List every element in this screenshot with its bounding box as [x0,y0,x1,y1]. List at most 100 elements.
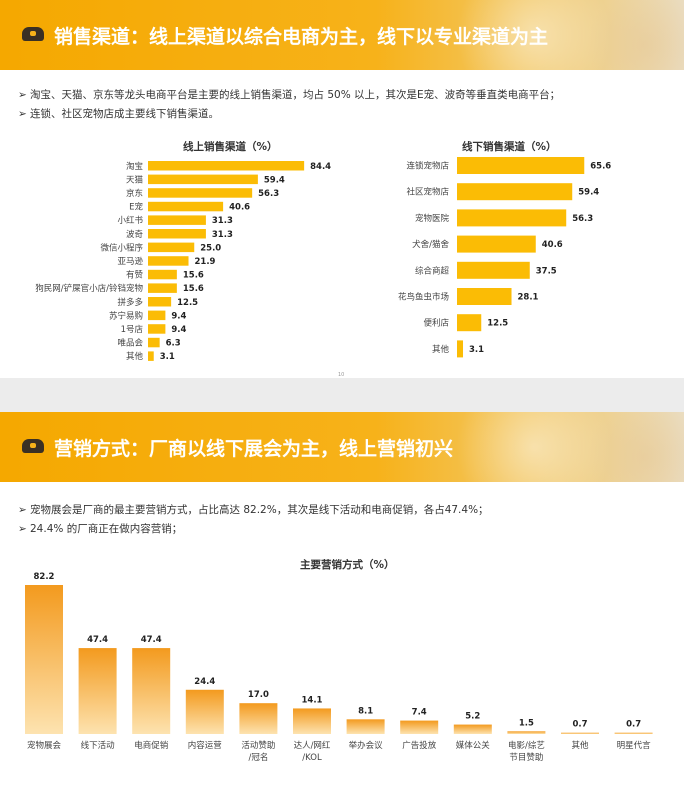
category-label: 活动赞助/冠名 [241,740,275,763]
value-label: 0.7 [572,720,587,730]
category-label: 连锁宠物店 [406,161,449,172]
category-label: 淘宝 [126,161,143,172]
value-label: 17.0 [248,690,269,700]
bar [148,324,166,334]
value-label: 47.4 [141,635,162,645]
bullet-item: ➢ 24.4% 的厂商正在做内容营销； [18,520,489,539]
value-label: 59.4 [578,188,599,198]
bullet-item: ➢ 宠物展会是厂商的最主要营销方式，占比高达 82.2%，其次是线下活动和电商促销… [18,501,489,520]
category-label: 狗民网/铲屎官小店/铃铛宠物 [35,283,143,294]
category-label: 内容运营 [188,740,222,751]
value-label: 84.4 [310,162,331,172]
arrow-icon: ➢ [18,89,27,101]
bar [239,703,278,734]
value-label: 28.1 [518,293,539,303]
bar [457,288,512,305]
value-label: 1.5 [519,718,534,728]
bullet-item: ➢ 淘宝、天猫、京东等龙头电商平台是主要的线上销售渠道，均占 50% 以上，其次是… [18,86,560,105]
category-label: 媒体公关 [456,740,491,751]
category-label: 便利店 [423,318,449,329]
value-label: 0.7 [626,720,641,730]
category-label: 其他 [432,344,450,355]
bar [457,183,573,201]
marketing-methods-chart: 82.2 宠物展会 47.4 线下活动 47.4 电商促销 24.4 内容运营 17.0 活动赞助… [25,572,653,763]
value-label: 15.6 [183,271,204,281]
category-label: 有赞 [126,270,144,281]
marketing-chart-title: 主要营销方式（%） [300,559,395,571]
bar [78,648,117,734]
arrow-icon: ➢ [18,504,27,516]
banner-decoration [584,0,684,70]
bar [25,585,63,734]
category-label: 拼多多 [117,297,143,308]
bar [457,157,585,174]
value-label: 12.5 [177,298,198,308]
banner: 销售渠道：线上渠道以综合电商为主，线下以专业渠道为主 [0,0,684,70]
value-label: 31.3 [212,230,233,240]
hat-icon [22,439,44,453]
bar [148,351,154,361]
banner-title: 销售渠道：线上渠道以综合电商为主，线下以专业渠道为主 [54,26,549,48]
value-label: 82.2 [34,572,55,582]
category-label: 花鸟鱼虫市场 [398,292,449,303]
category-label: 波奇 [126,229,144,240]
value-label: 3.1 [160,352,175,362]
value-label: 40.6 [229,203,250,213]
bar [148,256,189,266]
slide-divider [0,378,684,412]
offline-channels-chart: 连锁宠物店 65.6 社区宠物店 59.4 宠物医院 56.3 犬舍/猫舍 40.6 综合商超 3… [398,157,611,358]
value-label: 25.0 [200,243,221,253]
category-label: 宠物展会 [27,740,62,751]
arrow-icon: ➢ [18,523,27,535]
bar [457,235,536,253]
category-label: 举办会议 [349,740,384,751]
bar [148,174,258,185]
bar [148,242,195,253]
bullet-list: ➢ 宠物展会是厂商的最主要营销方式，占比高达 82.2%，其次是线下活动和电商促销… [18,501,489,539]
slide-sales-channels: 销售渠道：线上渠道以综合电商为主，线下以专业渠道为主 ➢ 淘宝、天猫、京东等龙头电… [0,0,684,378]
category-label: 达人/网红/KOL [294,740,331,763]
value-label: 65.6 [590,162,611,172]
bar [561,732,599,734]
bar [457,314,482,332]
bullet-item: ➢ 连锁、社区宠物店成主要线下销售渠道。 [18,105,560,124]
value-label: 9.4 [171,325,186,335]
value-label: 37.5 [536,266,557,276]
value-label: 21.9 [195,257,216,267]
value-label: 24.4 [194,677,215,687]
category-label: 唯品会 [117,338,143,349]
bar [346,719,385,734]
bar [148,188,253,198]
bar [453,724,492,734]
hat-icon [22,27,44,41]
category-label: 明星代言 [617,740,652,751]
category-label: 亚马逊 [117,256,143,267]
category-label: 电商促销 [134,740,169,751]
category-label: E宠 [129,202,143,213]
bar [293,708,331,734]
value-label: 5.2 [465,712,480,722]
bar [400,720,439,734]
value-label: 15.6 [183,284,204,294]
bar [457,340,464,358]
slide-marketing-methods: 营销方式：厂商以线下展会为主，线上营销初兴 ➢ 宠物展会是厂商的最主要营销方式，占… [0,412,684,786]
category-label: 1号店 [121,324,144,335]
value-label: 7.4 [412,708,427,718]
online-chart-title: 线上销售渠道（%） [183,141,278,153]
banner: 营销方式：厂商以线下展会为主，线上营销初兴 [0,412,684,482]
offline-chart-title: 线下销售渠道（%） [462,141,557,153]
category-label: 电影/综艺节目赞助 [508,740,545,763]
bar [148,201,224,212]
online-channels-chart: 淘宝 84.4 天猫 59.4 京东 56.3 E宠 40.6 小红书 31.3 波奇 31.3 微信小… [35,161,331,362]
bar [148,229,206,239]
bar [148,337,160,348]
value-label: 56.3 [258,189,279,199]
value-label: 31.3 [212,216,233,226]
category-label: 京东 [126,188,143,199]
bar [148,269,177,280]
category-label: 综合商超 [415,265,450,276]
category-label: 小红书 [117,215,143,226]
bar [148,297,172,307]
banner-title: 营销方式：厂商以线下展会为主，线上营销初兴 [54,438,454,460]
bar [148,215,206,225]
